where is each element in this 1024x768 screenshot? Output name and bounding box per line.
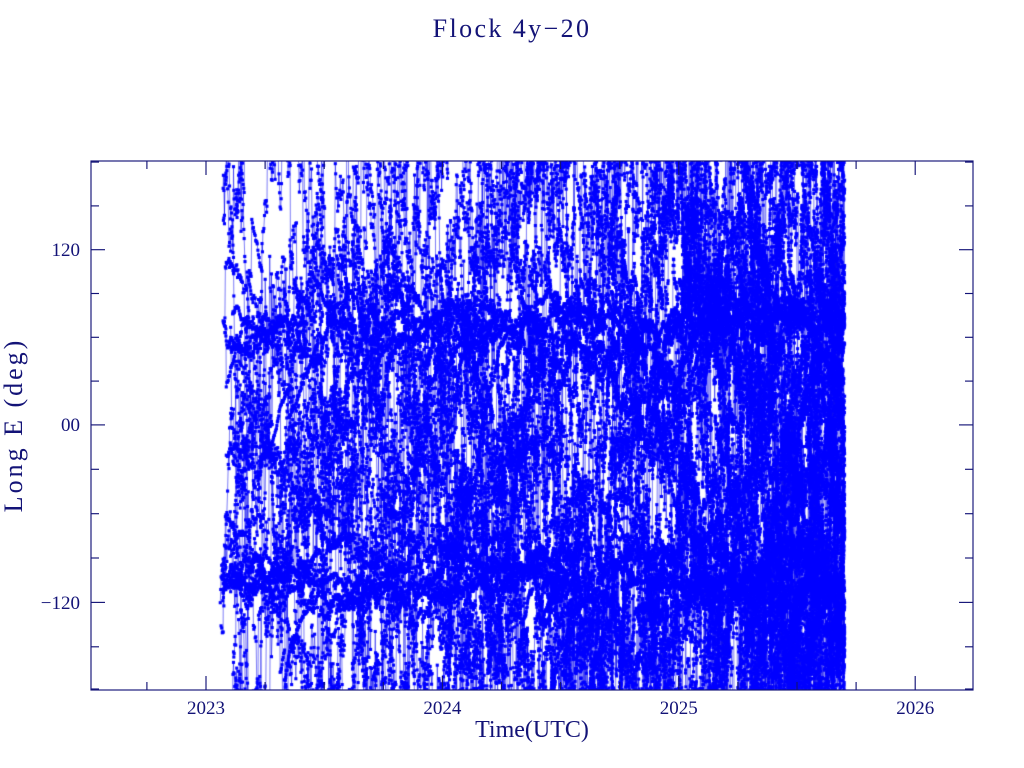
svg-text:2024: 2024 <box>423 698 462 719</box>
svg-text:2025: 2025 <box>660 698 698 719</box>
svg-text:Time(UTC): Time(UTC) <box>475 717 589 743</box>
svg-text:120: 120 <box>52 240 81 261</box>
svg-text:Long E (deg): Long E (deg) <box>0 338 28 513</box>
svg-text:2026: 2026 <box>896 698 934 719</box>
svg-text:−120: −120 <box>41 593 80 614</box>
svg-text:00: 00 <box>61 415 80 436</box>
svg-text:2023: 2023 <box>187 698 225 719</box>
